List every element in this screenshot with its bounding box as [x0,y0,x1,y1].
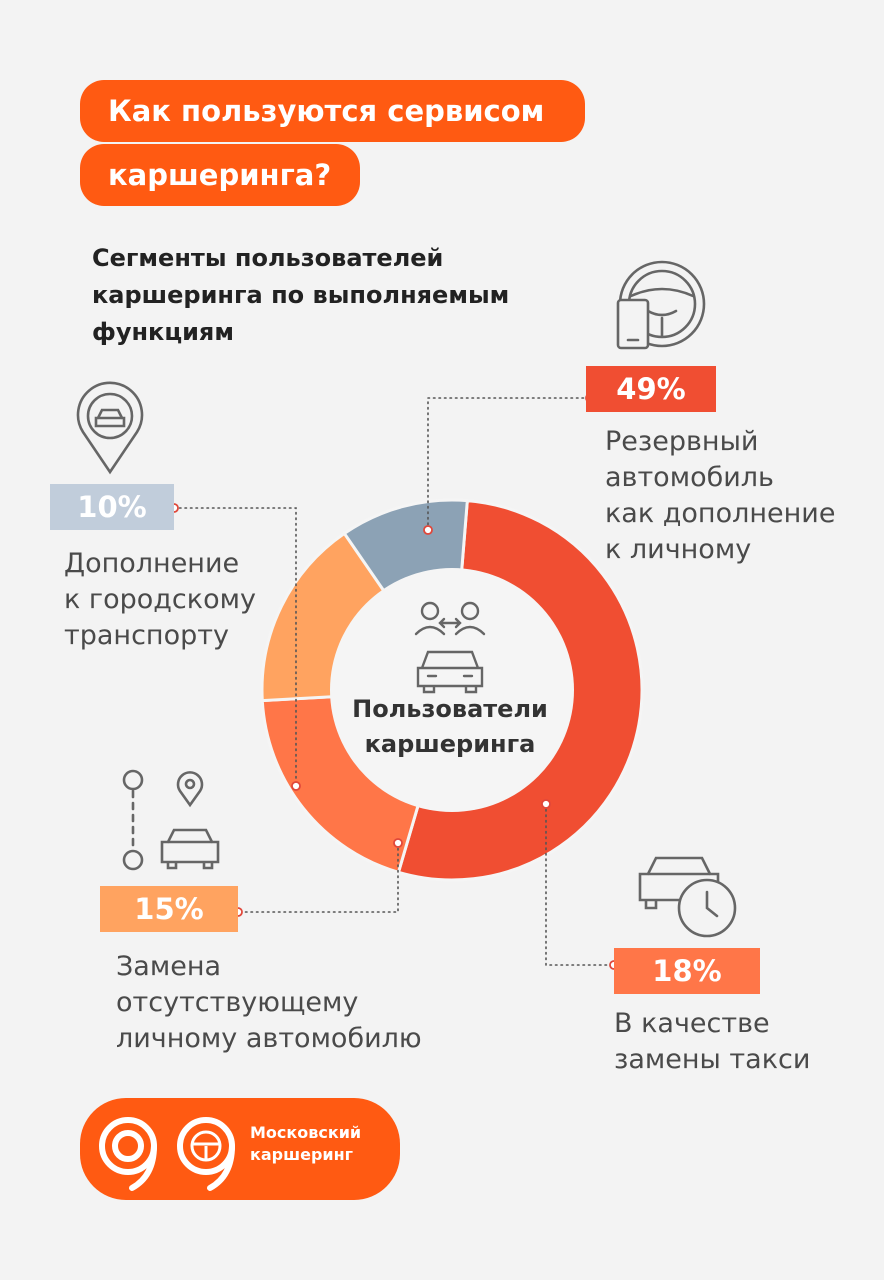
donut-center-label: Пользователи каршеринга [340,692,560,762]
segment-label-line: отсутствующему [116,987,359,1018]
donut-hole [330,568,574,812]
segment-label-18: В качестве замены такси [614,1006,810,1078]
segment-label-line: к личному [605,534,752,565]
connector-10 [173,507,297,787]
title-line-2: каршеринга? [80,144,360,206]
segment-label-line: Дополнение [64,548,240,579]
connector-18 [545,803,615,966]
brand-logo [80,1098,400,1200]
center-label-line: Пользователи [352,695,548,723]
location-car-icon [76,381,144,475]
center-label-line: каршеринга [364,730,536,758]
segment-label-15: Замена отсутствующему личному автомобилю [116,949,422,1057]
segment-label-line: автомобиль [605,462,774,493]
brand-name-line: каршеринг [250,1145,354,1164]
segment-label-line: Резервный [605,426,759,457]
steering-wheel-phone-icon [616,260,706,350]
segment-label-line: Замена [116,951,222,982]
title-line-1: Как пользуются сервисом [80,80,585,142]
segment-label-49: Резервный автомобиль как дополнение к ли… [605,424,835,568]
subtitle-line: каршеринга по выполняемым [92,281,510,309]
segment-value-18: 18% [614,948,760,994]
segment-label-line: к городскому [64,584,256,615]
connector-dot [393,838,403,848]
segment-label-10: Дополнение к городскому транспорту [64,546,256,654]
segment-label-line: личному автомобилю [116,1023,422,1054]
users-car-icon [414,601,486,694]
segment-value-10: 10% [50,484,174,530]
segment-label-line: В качестве [614,1008,770,1039]
subtitle-line: Сегменты пользователей [92,244,444,272]
logo-mark-icon [99,1117,235,1191]
route-car-icon [122,769,220,871]
segment-label-line: как дополнение [605,498,836,529]
chart-subtitle: Сегменты пользователей каршеринга по вып… [92,240,572,351]
segment-label-line: замены такси [614,1044,811,1075]
connector-dot [541,799,551,809]
brand-name: Московский каршеринг [250,1122,390,1166]
connector-15 [237,842,399,913]
connector-49 [427,397,591,531]
subtitle-line: функциям [92,318,234,346]
segment-label-line: транспорту [64,620,229,651]
segment-value-15: 15% [100,886,238,932]
connector-dot [291,781,301,791]
connector-dot [423,525,433,535]
segment-value-49: 49% [586,366,716,412]
car-clock-icon [638,856,737,938]
brand-name-line: Московский [250,1123,362,1142]
